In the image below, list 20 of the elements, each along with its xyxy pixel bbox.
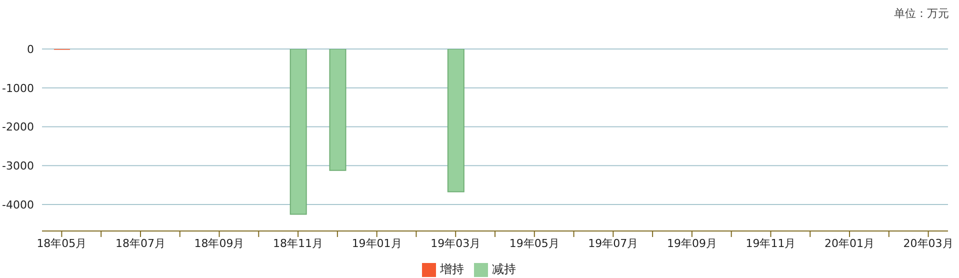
legend-label: 减持 [492,262,516,276]
x-tick-label: 18年11月 [273,236,324,250]
y-tick-label: 0 [27,42,34,56]
y-tick-label: -4000 [2,198,34,212]
x-tick-label: 18年05月 [36,236,87,250]
x-tick-label: 19年11月 [746,236,796,250]
x-tick-label: 19年01月 [352,236,402,250]
y-tick-label: -1000 [2,82,34,95]
x-tick-label: 19年09月 [666,236,717,250]
x-tick-label: 19年07月 [588,236,638,250]
x-tick-label: 18年09月 [194,236,244,250]
text: 单位：万元 [894,6,949,21]
x-tick-label: 19年05月 [509,236,560,250]
y-tick-label: -3000 [2,160,34,173]
x-tick-label: 19年03月 [430,236,481,250]
legend-label: 增持 [440,262,464,276]
x-tick-label: 20年01月 [824,236,875,250]
x-tick-label: 18年07月 [115,236,166,250]
x-tick-label: 20年03月 [903,236,954,250]
y-tick-label: -2000 [2,120,34,134]
